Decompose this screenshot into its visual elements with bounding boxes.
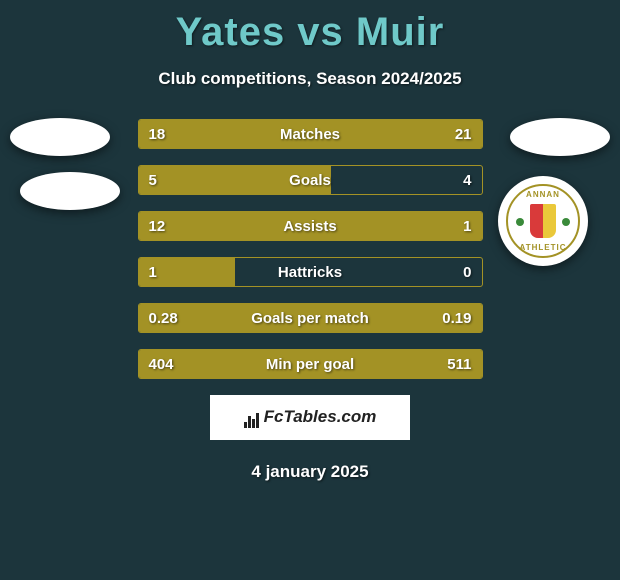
thistle-icon — [516, 218, 524, 226]
stat-value-right: 4 — [463, 166, 471, 194]
stat-fill-right — [296, 120, 481, 148]
stat-value-right: 0 — [463, 258, 471, 286]
page-subtitle: Club competitions, Season 2024/2025 — [0, 69, 620, 89]
stat-row: 18Matches21 — [138, 119, 483, 149]
stat-fill-left — [139, 304, 345, 332]
stat-fill-right — [344, 304, 481, 332]
bars-icon — [244, 408, 260, 428]
badge-text-bottom: ATHLETIC — [508, 243, 578, 252]
stat-fill-right — [289, 350, 481, 378]
footer-date: 4 january 2025 — [0, 462, 620, 482]
brand-footer: FcTables.com — [210, 395, 410, 440]
player-left-avatar — [10, 118, 110, 156]
stat-fill-left — [139, 120, 297, 148]
team-right-badge-inner: ANNAN ATHLETIC — [506, 184, 580, 258]
team-right-badge: ANNAN ATHLETIC — [498, 176, 588, 266]
stat-fill-left — [139, 166, 331, 194]
thistle-icon — [562, 218, 570, 226]
stat-row: 5Goals4 — [138, 165, 483, 195]
stat-fill-left — [139, 258, 235, 286]
stats-container: 18Matches215Goals412Assists11Hattricks00… — [138, 119, 483, 379]
page-title: Yates vs Muir — [0, 0, 620, 55]
brand-text: FcTables.com — [264, 407, 377, 426]
team-left-badge — [20, 172, 120, 210]
stat-row: 0.28Goals per match0.19 — [138, 303, 483, 333]
stat-row: 1Hattricks0 — [138, 257, 483, 287]
stat-row: 404Min per goal511 — [138, 349, 483, 379]
stat-row: 12Assists1 — [138, 211, 483, 241]
stat-fill-left — [139, 212, 407, 240]
stat-fill-left — [139, 350, 290, 378]
shield-icon — [530, 204, 556, 238]
stat-fill-right — [406, 212, 481, 240]
badge-text-top: ANNAN — [508, 190, 578, 199]
player-right-avatar — [510, 118, 610, 156]
